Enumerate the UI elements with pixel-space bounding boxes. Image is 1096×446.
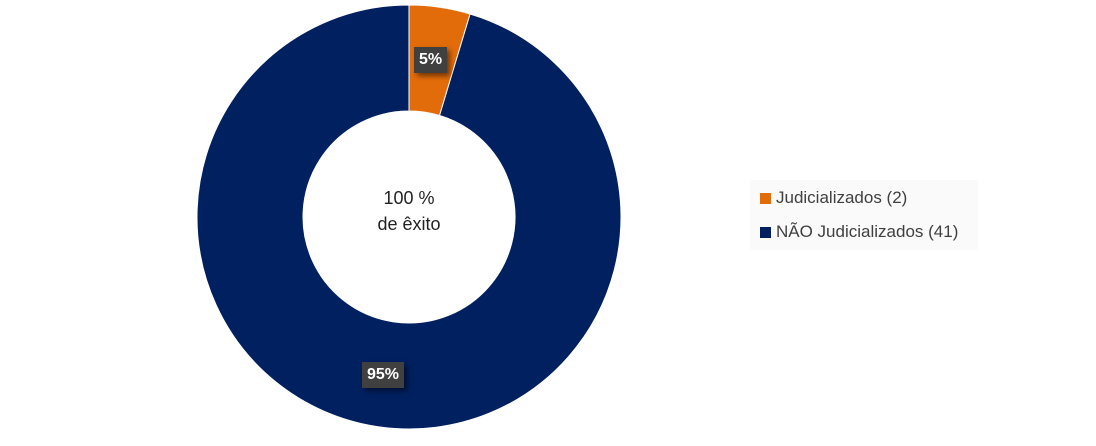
data-label-nao-judicializados: 95%	[362, 362, 405, 388]
center-line-1: 100 %	[383, 188, 435, 208]
legend-swatch	[760, 226, 771, 238]
center-line-2: de êxito	[377, 214, 441, 234]
legend-label: Judicializados (2)	[776, 188, 908, 207]
legend-swatch	[760, 192, 771, 204]
legend-item-judicializados: Judicializados (2)	[760, 188, 907, 208]
donut-slice-1	[196, 4, 622, 430]
legend-item-nao-judicializados: NÃO Judicializados (41)	[760, 222, 958, 242]
data-label-judicializados: 5%	[414, 47, 448, 73]
center-text: 100 % de êxito	[309, 185, 509, 237]
legend-label: NÃO Judicializados (41)	[776, 222, 959, 241]
legend: Judicializados (2) NÃO Judicializados (4…	[750, 180, 978, 250]
